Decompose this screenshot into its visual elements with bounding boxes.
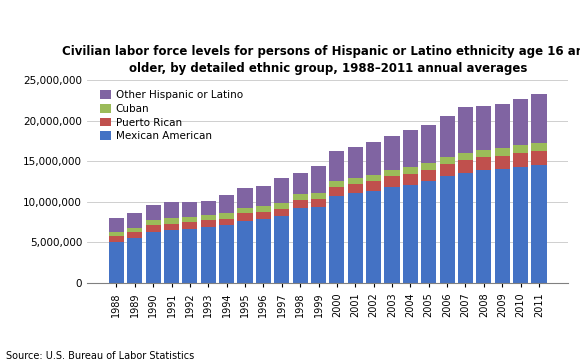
Bar [109,218,124,232]
Bar [256,185,271,206]
Bar [495,169,510,283]
Bar [146,205,161,220]
Bar [421,125,436,163]
Bar [329,151,345,181]
Bar [237,221,252,283]
Bar [292,208,307,283]
Bar [385,176,400,187]
Bar [440,157,455,164]
Bar [531,151,546,165]
Bar [440,117,455,157]
Bar [109,236,124,242]
Bar [476,170,491,283]
Bar [348,184,363,193]
Bar [495,104,510,148]
Bar [127,238,142,283]
Bar [458,153,473,160]
Text: Source: U.S. Bureau of Labor Statistics: Source: U.S. Bureau of Labor Statistics [6,351,194,361]
Bar [109,242,124,283]
Bar [109,232,124,236]
Bar [146,225,161,232]
Bar [385,136,400,170]
Bar [458,160,473,173]
Bar [440,176,455,283]
Bar [164,224,179,230]
Bar [531,165,546,283]
Bar [329,196,345,283]
Bar [311,193,326,199]
Bar [237,188,252,208]
Bar [421,163,436,170]
Bar [403,167,418,174]
Bar [256,212,271,219]
Bar [201,220,216,227]
Bar [201,201,216,215]
Bar [513,167,528,283]
Bar [366,191,381,283]
Bar [274,209,289,216]
Bar [182,217,197,222]
Bar [495,156,510,169]
Bar [292,174,307,194]
Bar [458,173,473,283]
Bar [274,216,289,283]
Bar [237,213,252,221]
Bar [237,208,252,213]
Bar [274,178,289,203]
Bar [256,219,271,283]
Bar [531,143,546,151]
Legend: Other Hispanic or Latino, Cuban, Puerto Rican, Mexican American: Other Hispanic or Latino, Cuban, Puerto … [97,87,246,144]
Bar [513,99,528,145]
Bar [440,164,455,176]
Bar [329,187,345,196]
Bar [403,130,418,167]
Bar [421,181,436,283]
Title: Civilian labor force levels for persons of Hispanic or Latino ethnicity age 16 a: Civilian labor force levels for persons … [63,45,580,74]
Bar [219,219,234,225]
Bar [348,147,363,178]
Bar [256,206,271,212]
Bar [531,94,546,143]
Bar [164,230,179,283]
Bar [495,148,510,156]
Bar [329,181,345,187]
Bar [311,166,326,193]
Bar [274,203,289,209]
Bar [421,170,436,181]
Bar [366,175,381,181]
Bar [127,232,142,238]
Bar [292,194,307,200]
Bar [219,213,234,219]
Bar [127,228,142,232]
Bar [201,215,216,220]
Bar [366,181,381,191]
Bar [476,106,491,150]
Bar [403,174,418,185]
Bar [476,150,491,157]
Bar [513,153,528,167]
Bar [348,193,363,283]
Bar [458,107,473,153]
Bar [164,202,179,219]
Bar [182,222,197,229]
Bar [219,225,234,283]
Bar [385,187,400,283]
Bar [164,219,179,224]
Bar [513,145,528,153]
Bar [292,200,307,208]
Bar [182,202,197,217]
Bar [385,170,400,176]
Bar [403,185,418,283]
Bar [348,178,363,184]
Bar [311,199,326,207]
Bar [219,195,234,213]
Bar [366,142,381,175]
Bar [146,220,161,225]
Bar [311,207,326,283]
Bar [476,157,491,170]
Bar [146,232,161,283]
Bar [127,213,142,228]
Bar [182,229,197,283]
Bar [201,227,216,283]
